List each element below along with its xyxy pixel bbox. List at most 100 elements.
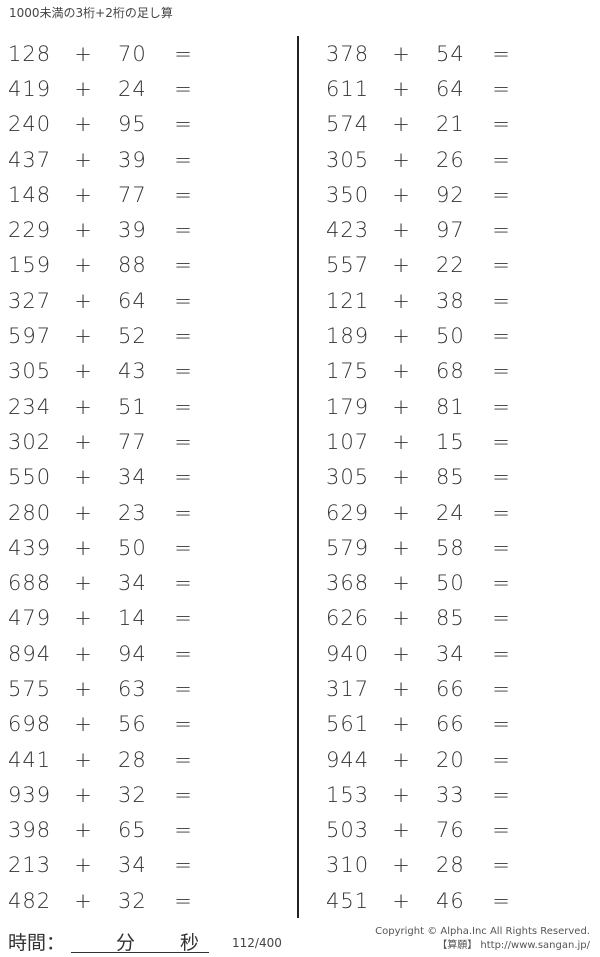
plus-sign: + [74,182,92,207]
second-addend: 77 [118,182,147,207]
plus-sign: + [74,571,92,596]
first-addend: 153 [326,782,370,807]
second-addend: 34 [118,465,147,490]
first-addend: 107 [326,429,370,454]
problem-row: 479 +14 = [8,601,198,636]
equals-sign: = [174,112,192,137]
equals-sign: = [492,888,510,913]
plus-sign: + [74,288,92,313]
plus-sign: + [392,359,410,384]
problem-row: 441 +28 = [8,742,198,777]
second-addend: 32 [118,888,147,913]
first-addend: 317 [326,676,370,701]
first-addend: 698 [8,712,52,737]
second-addend: 20 [436,747,465,772]
first-addend: 398 [8,818,52,843]
problem-row: 550 +34 = [8,460,198,495]
problem-row: 626 +85 = [326,601,516,636]
plus-sign: + [392,853,410,878]
second-addend: 26 [436,147,465,172]
equals-sign: = [174,818,192,843]
second-addend: 66 [436,676,465,701]
first-addend: 482 [8,888,52,913]
equals-sign: = [492,818,510,843]
plus-sign: + [392,888,410,913]
time-field: 時間： 分 秒 [8,928,209,955]
second-addend: 34 [118,853,147,878]
plus-sign: + [392,641,410,666]
seconds-label: 秒 [180,932,200,954]
equals-sign: = [492,747,510,772]
time-answer-line[interactable] [71,928,209,953]
plus-sign: + [74,147,92,172]
problem-row: 482 +32 = [8,883,198,918]
equals-sign: = [174,218,192,243]
first-addend: 557 [326,253,370,278]
plus-sign: + [392,571,410,596]
second-addend: 65 [118,818,147,843]
problem-row: 229 +39 = [8,212,198,247]
copyright-block: Copyright © Alpha.Inc All Rights Reserve… [375,925,590,953]
equals-sign: = [174,41,192,66]
problem-row: 574 +21 = [326,107,516,142]
first-addend: 611 [326,76,370,101]
problem-row: 305 +26 = [326,142,516,177]
minutes-label: 分 [116,932,136,954]
first-addend: 439 [8,535,52,560]
problem-row: 629 +24 = [326,495,516,530]
problem-row: 305 +85 = [326,460,516,495]
column-divider [297,36,299,918]
problem-row: 175 +68 = [326,354,516,389]
plus-sign: + [392,112,410,137]
second-addend: 70 [118,41,147,66]
equals-sign: = [492,76,510,101]
plus-sign: + [392,218,410,243]
plus-sign: + [392,182,410,207]
second-addend: 39 [118,218,147,243]
equals-sign: = [174,676,192,701]
first-addend: 280 [8,500,52,525]
first-addend: 894 [8,641,52,666]
plus-sign: + [392,500,410,525]
first-addend: 574 [326,112,370,137]
first-addend: 305 [326,465,370,490]
equals-sign: = [174,888,192,913]
second-addend: 39 [118,147,147,172]
site-url: 【算願】 http://www.sangan.jp/ [437,940,590,951]
problem-row: 128 +70 = [8,36,198,71]
problem-row: 310 +28 = [326,848,516,883]
first-addend: 368 [326,571,370,596]
plus-sign: + [392,429,410,454]
equals-sign: = [492,112,510,137]
second-addend: 34 [118,571,147,596]
first-addend: 441 [8,747,52,772]
problem-row: 153 +33 = [326,777,516,812]
equals-sign: = [174,712,192,737]
problem-row: 350 +92 = [326,177,516,212]
first-addend: 626 [326,606,370,631]
second-addend: 85 [436,606,465,631]
equals-sign: = [174,535,192,560]
second-addend: 54 [436,41,465,66]
second-addend: 63 [118,676,147,701]
problem-row: 305 +43 = [8,354,198,389]
plus-sign: + [392,288,410,313]
plus-sign: + [392,394,410,419]
equals-sign: = [174,182,192,207]
problem-row: 398 +65 = [8,813,198,848]
equals-sign: = [492,606,510,631]
first-addend: 148 [8,182,52,207]
equals-sign: = [492,500,510,525]
equals-sign: = [174,747,192,772]
plus-sign: + [74,429,92,454]
second-addend: 85 [436,465,465,490]
first-addend: 561 [326,712,370,737]
equals-sign: = [174,782,192,807]
plus-sign: + [392,253,410,278]
plus-sign: + [392,76,410,101]
first-addend: 305 [8,359,52,384]
first-addend: 550 [8,465,52,490]
second-addend: 28 [436,853,465,878]
plus-sign: + [392,535,410,560]
equals-sign: = [174,571,192,596]
